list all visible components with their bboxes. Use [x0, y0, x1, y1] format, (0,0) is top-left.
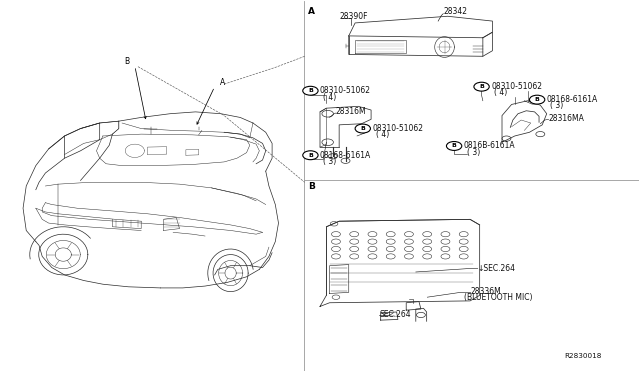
Circle shape	[368, 232, 377, 237]
Text: 28336M: 28336M	[470, 287, 502, 296]
Text: 28342: 28342	[444, 7, 467, 16]
Circle shape	[502, 136, 511, 141]
Text: ( 3): ( 3)	[550, 102, 563, 110]
Circle shape	[368, 239, 377, 244]
Circle shape	[474, 82, 489, 91]
Text: B: B	[534, 97, 540, 102]
Circle shape	[328, 154, 337, 159]
Text: B: B	[360, 126, 365, 131]
Circle shape	[368, 254, 377, 259]
Circle shape	[447, 141, 462, 150]
Circle shape	[303, 86, 318, 95]
Text: B: B	[452, 144, 456, 148]
Text: ( 3): ( 3)	[323, 157, 337, 166]
Text: 28390F: 28390F	[339, 12, 367, 21]
Text: 08168-6161A: 08168-6161A	[320, 151, 371, 160]
Circle shape	[349, 239, 358, 244]
Text: B: B	[479, 84, 484, 89]
Circle shape	[330, 222, 338, 226]
Text: ↓SEC.264: ↓SEC.264	[477, 264, 516, 273]
Circle shape	[386, 239, 395, 244]
Circle shape	[529, 95, 545, 104]
Text: (BLUETOOTH MIC): (BLUETOOTH MIC)	[465, 294, 533, 302]
Text: ( 3): ( 3)	[467, 148, 480, 157]
Text: 0816B-6161A: 0816B-6161A	[464, 141, 515, 151]
Circle shape	[404, 232, 413, 237]
Text: 28316M: 28316M	[336, 108, 367, 116]
Circle shape	[332, 295, 340, 299]
Circle shape	[322, 139, 333, 145]
Text: B: B	[308, 88, 313, 93]
Circle shape	[386, 254, 395, 259]
Text: B: B	[125, 57, 130, 66]
Circle shape	[386, 232, 395, 237]
Circle shape	[332, 239, 340, 244]
Circle shape	[404, 254, 413, 259]
Circle shape	[441, 239, 450, 244]
Circle shape	[322, 110, 333, 117]
Circle shape	[460, 239, 468, 244]
Circle shape	[441, 232, 450, 237]
Text: B: B	[308, 153, 313, 158]
Circle shape	[349, 246, 358, 251]
Circle shape	[368, 246, 377, 251]
Circle shape	[417, 312, 426, 318]
Circle shape	[386, 246, 395, 251]
Text: 08310-51062: 08310-51062	[491, 82, 542, 91]
Circle shape	[460, 254, 468, 259]
Text: 28316MA: 28316MA	[548, 114, 584, 123]
Text: 08168-6161A: 08168-6161A	[547, 95, 598, 104]
Text: ( 4): ( 4)	[323, 93, 337, 102]
Circle shape	[303, 151, 318, 160]
Circle shape	[460, 232, 468, 237]
Text: ( 4): ( 4)	[494, 89, 508, 97]
Circle shape	[404, 239, 413, 244]
Circle shape	[423, 254, 431, 259]
Circle shape	[423, 239, 431, 244]
Circle shape	[423, 232, 431, 237]
Text: 08310-51062: 08310-51062	[372, 124, 424, 133]
Circle shape	[536, 132, 545, 137]
Circle shape	[460, 246, 468, 251]
Circle shape	[355, 124, 371, 133]
Text: R2830018: R2830018	[564, 353, 602, 359]
Circle shape	[332, 232, 340, 237]
Circle shape	[332, 246, 340, 251]
Circle shape	[349, 232, 358, 237]
Circle shape	[349, 254, 358, 259]
Circle shape	[332, 254, 340, 259]
Text: ( 4): ( 4)	[376, 130, 389, 140]
Text: 08310-51062: 08310-51062	[320, 86, 371, 95]
Text: A: A	[308, 7, 315, 16]
Circle shape	[441, 246, 450, 251]
Text: SEC.264: SEC.264	[380, 310, 411, 319]
Circle shape	[441, 254, 450, 259]
Circle shape	[404, 246, 413, 251]
Text: A: A	[220, 78, 225, 87]
Circle shape	[341, 158, 350, 163]
Text: B: B	[308, 182, 315, 191]
Circle shape	[423, 246, 431, 251]
